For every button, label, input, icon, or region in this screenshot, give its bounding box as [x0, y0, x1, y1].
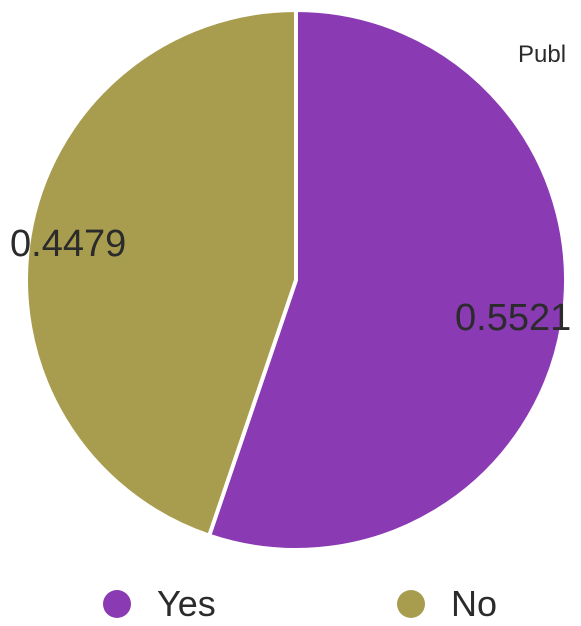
- legend-item-yes[interactable]: Yes: [103, 582, 216, 626]
- legend-label-no: No: [451, 583, 498, 624]
- pie-slices: [24, 8, 568, 552]
- legend-item-no[interactable]: No: [397, 582, 497, 626]
- slice-label-yes: 0.5521: [455, 297, 571, 339]
- slice-label-no: 0.4479: [10, 223, 126, 265]
- pie-slice-no[interactable]: [24, 8, 298, 538]
- legend: Yes No: [0, 582, 581, 626]
- chart-title: Publ: [518, 41, 566, 68]
- legend-label-yes: Yes: [157, 583, 216, 624]
- legend-marker-no: [397, 590, 425, 618]
- legend-marker-yes: [103, 590, 131, 618]
- pie-slice-yes[interactable]: [207, 8, 568, 552]
